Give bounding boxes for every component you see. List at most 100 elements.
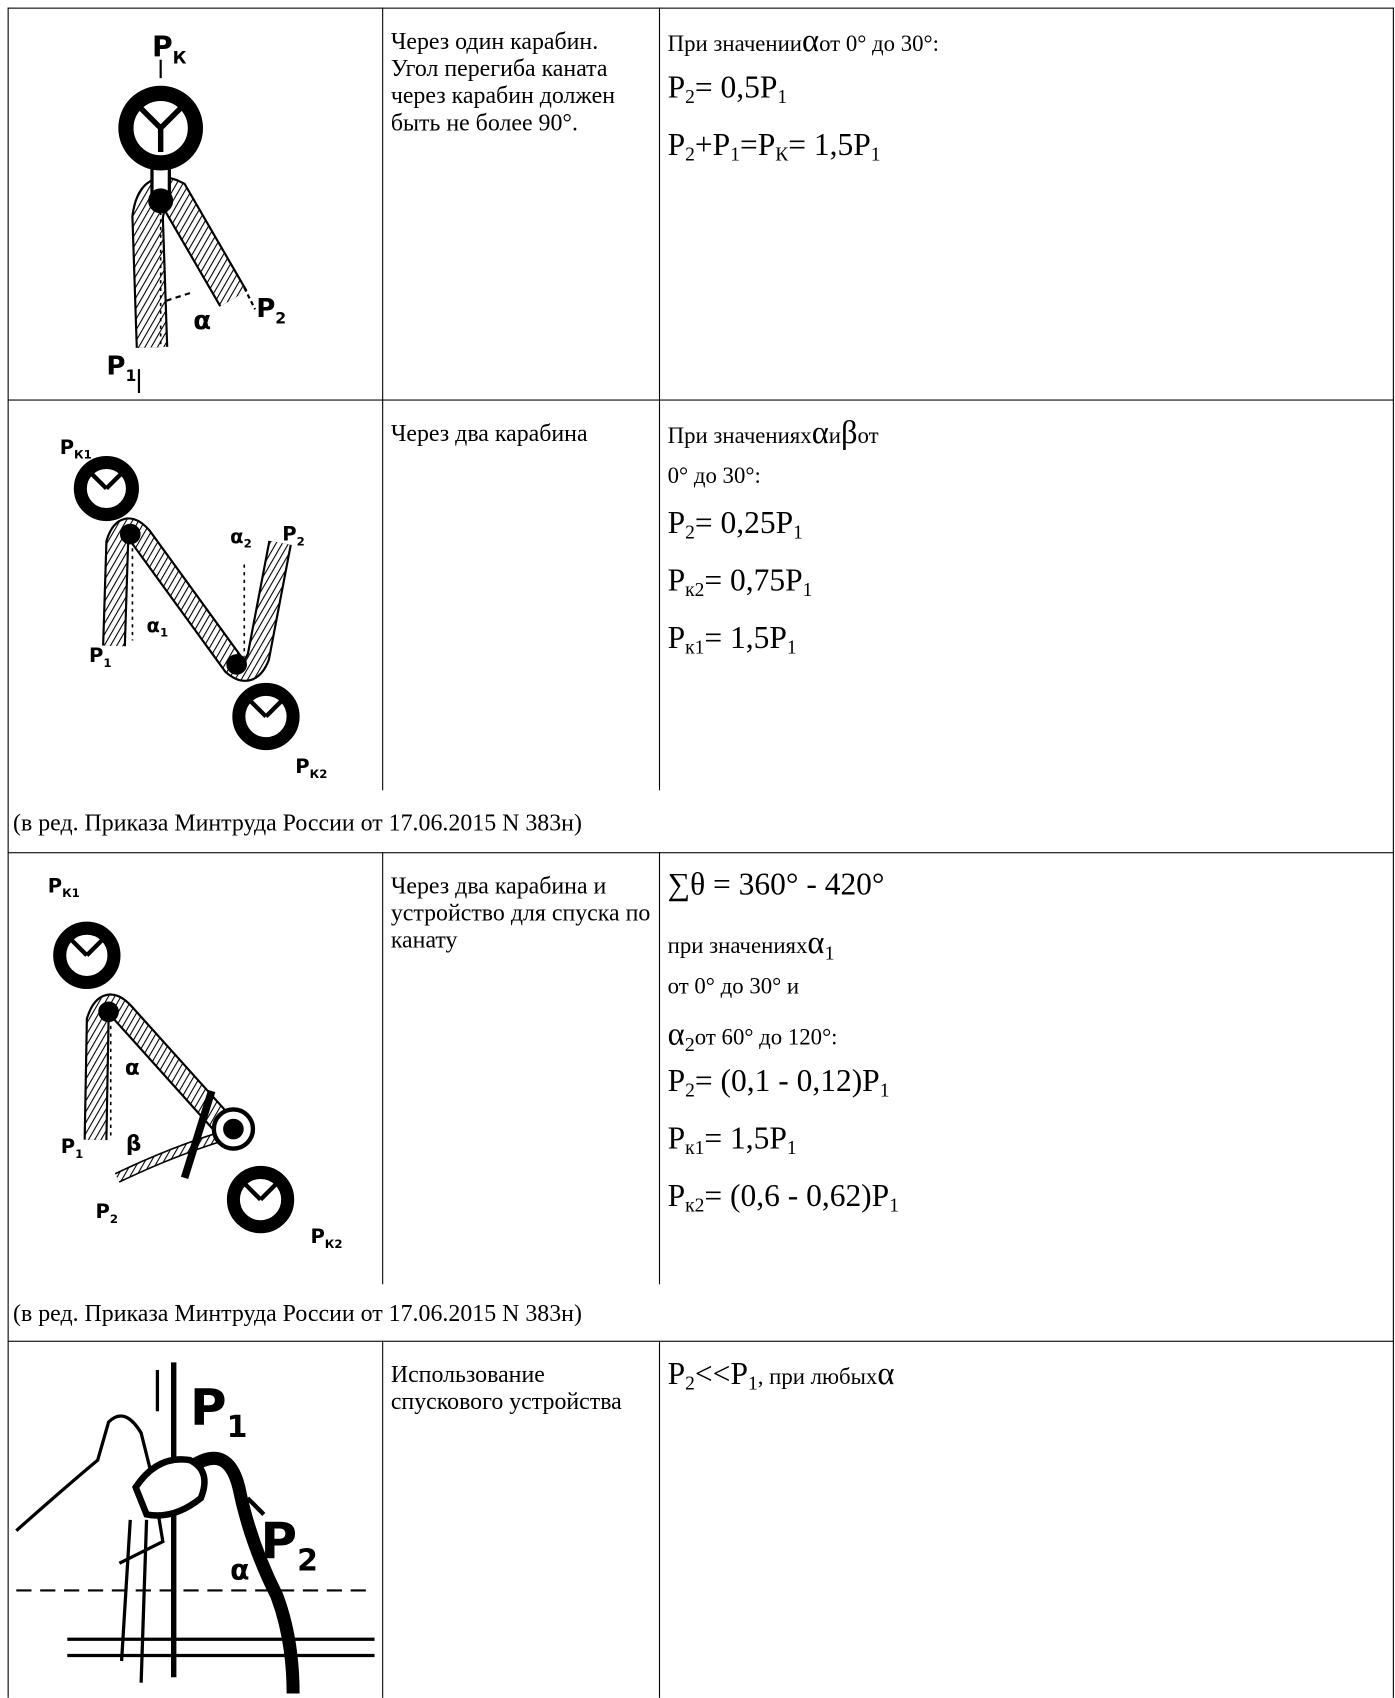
figure-label: α2 <box>230 525 252 551</box>
base: P <box>667 128 686 163</box>
text: от 0° до 30° и <box>667 972 800 999</box>
base: α <box>193 306 211 336</box>
text: от 60° до 120°: <box>694 1023 838 1050</box>
figure-3 <box>53 921 295 1234</box>
subscript: 1 <box>777 86 788 108</box>
text: , при любых <box>757 1363 878 1390</box>
subscript: К <box>775 143 789 166</box>
text: = (0,1 - 0,12) <box>694 1063 863 1099</box>
text: При значении <box>667 30 803 57</box>
base: P <box>96 1200 110 1223</box>
subscript: к1 <box>685 1137 705 1159</box>
greek: α <box>812 415 829 452</box>
greek: α <box>802 23 819 60</box>
subscript: 2 <box>685 86 695 108</box>
symbol: P2 <box>668 71 695 108</box>
text: и <box>828 422 841 449</box>
formula-line: P2 = 0,5 P1 <box>668 71 1384 129</box>
base: P <box>190 1378 227 1436</box>
subscript: 1 <box>824 941 835 965</box>
text: от 0° до 30°: <box>819 30 939 57</box>
base: P <box>61 1135 75 1158</box>
base: α <box>807 924 825 961</box>
base: P <box>730 1357 748 1392</box>
border <box>7 852 1394 854</box>
symbol: P1 <box>785 563 812 600</box>
border <box>658 7 661 791</box>
figure-label: P1 <box>106 352 136 386</box>
base: P <box>775 505 794 541</box>
text: При значениях <box>667 422 812 449</box>
base: α <box>802 22 820 59</box>
greek: α1 <box>807 924 835 965</box>
subscript: к2 <box>685 1194 705 1217</box>
base: P <box>667 1063 686 1099</box>
text: = 1,5 <box>704 1121 770 1157</box>
base: P <box>785 563 803 599</box>
subscript: 1 <box>786 636 797 659</box>
text: << <box>694 1357 731 1392</box>
base: P <box>667 1178 686 1214</box>
base: P <box>256 294 275 324</box>
border <box>1392 7 1394 1698</box>
formula-line: Pк2 = 0,75 P1 <box>668 563 1384 621</box>
subscript: К2 <box>325 1237 343 1251</box>
base: P <box>757 128 776 163</box>
base: P <box>853 128 871 163</box>
base: α <box>230 525 243 548</box>
symbol: P1 <box>713 128 740 166</box>
base: P <box>667 563 686 599</box>
formula-cell: P2 << P1, при любых α <box>668 1356 1384 1414</box>
border <box>382 7 384 791</box>
base: P <box>295 755 309 778</box>
base: α <box>125 1056 140 1081</box>
figure-label: β <box>126 1132 142 1157</box>
base: α <box>147 614 160 637</box>
formula-line: При значениях α и β от <box>668 415 1384 463</box>
text: = <box>739 128 758 163</box>
border <box>382 1340 384 1698</box>
symbol: Pк2 <box>667 563 705 601</box>
base: α <box>877 1355 895 1392</box>
formula-line: При значении α от 0° до 30°: <box>668 23 1384 71</box>
border <box>7 399 1394 401</box>
figure-label: P2 <box>282 523 304 549</box>
text: = 1,5 <box>704 620 770 656</box>
greek: β <box>841 415 858 452</box>
symbol: P1 <box>759 70 788 108</box>
base: α <box>667 1016 685 1052</box>
subscript: 2 <box>685 143 695 166</box>
border <box>7 7 1394 9</box>
figure-label: P1 <box>89 644 111 670</box>
base: α <box>811 414 829 451</box>
base: P <box>667 505 686 541</box>
figure-2 <box>73 455 300 751</box>
cell-text: Использование спускового устройства <box>390 1360 622 1415</box>
subscript: 1 <box>227 1410 248 1445</box>
figure-label: PК <box>152 30 187 67</box>
figure-label: α <box>230 1554 249 1587</box>
figure-label: PК2 <box>310 1225 342 1251</box>
text: = 1,5 <box>788 128 854 163</box>
base: P <box>759 70 778 106</box>
formula-line: P2 = (0,1 - 0,12) P1 <box>668 1064 1384 1122</box>
symbol: P1 <box>769 621 797 659</box>
subscript: 1 <box>160 626 168 640</box>
subscript: к1 <box>685 636 705 659</box>
symbol: P2 <box>667 505 695 543</box>
border <box>382 852 384 1285</box>
base: P <box>48 874 62 897</box>
figure-label: α <box>125 1056 140 1081</box>
formula-line: 0° до 30°: <box>668 462 1384 505</box>
symbol: P2 <box>667 128 695 166</box>
subscript: 1 <box>125 366 136 385</box>
text: + <box>694 128 713 163</box>
subscript: 1 <box>730 143 740 166</box>
subscript: к2 <box>685 579 705 601</box>
text: = 0,25 <box>694 505 776 541</box>
greek: α2 <box>667 1016 695 1056</box>
subscript: К1 <box>62 886 80 900</box>
subscript: 2 <box>275 309 286 328</box>
